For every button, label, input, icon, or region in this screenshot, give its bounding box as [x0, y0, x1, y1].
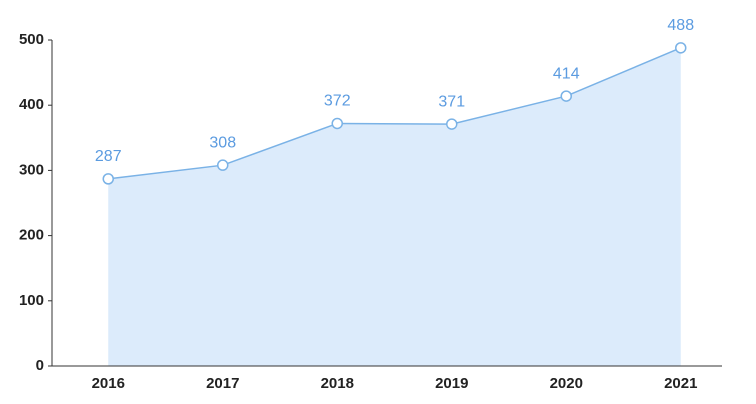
- y-tick-label: 100: [19, 292, 44, 309]
- data-label: 488: [667, 17, 694, 34]
- point: [560, 90, 572, 102]
- y-tick-label: 0: [36, 357, 44, 374]
- data-label: 371: [438, 93, 465, 110]
- x-tick-label: 2016: [92, 375, 125, 392]
- point: [102, 173, 114, 185]
- point: [675, 42, 687, 54]
- x-tick-label: 2020: [550, 375, 583, 392]
- y-tick-label: 500: [19, 31, 44, 48]
- data-label: 287: [95, 148, 122, 165]
- x-tick-label: 2017: [206, 375, 239, 392]
- x-tick-label: 2018: [321, 375, 354, 392]
- point: [217, 159, 229, 171]
- data-label: 414: [553, 65, 580, 82]
- line: [108, 47, 682, 180]
- data-label: 308: [209, 134, 236, 151]
- point: [331, 117, 343, 130]
- area: [108, 47, 681, 366]
- y-tick-label: 400: [19, 96, 44, 113]
- y-tick-label: 200: [19, 227, 44, 244]
- point: [446, 118, 458, 130]
- x-tick-label: 2019: [435, 375, 468, 392]
- y-tick-label: 300: [19, 161, 44, 178]
- x-tick-label: 2021: [664, 375, 697, 392]
- data-label: 372: [324, 93, 351, 110]
